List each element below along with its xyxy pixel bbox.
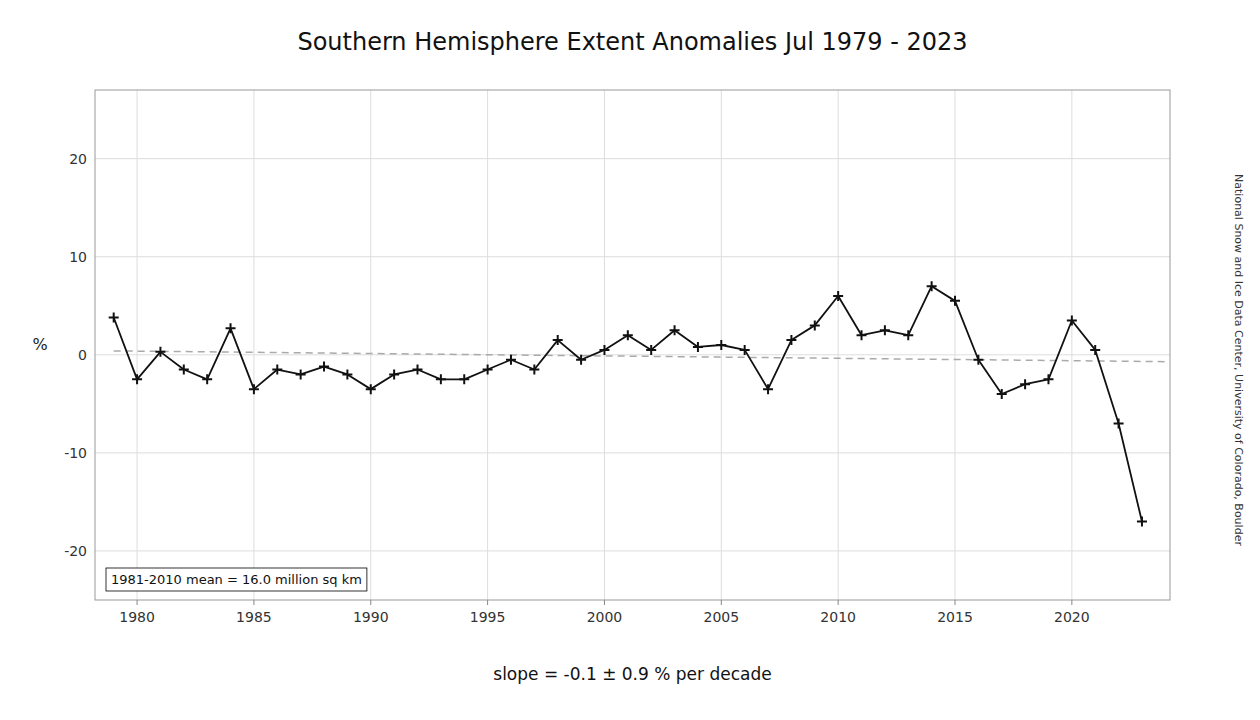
point-marker (810, 320, 820, 330)
x-tick-label: 1985 (236, 609, 272, 625)
point-marker (670, 325, 680, 335)
x-grid-line (487, 90, 488, 600)
point-marker (529, 365, 539, 375)
mean-text: 1981-2010 mean = 16.0 million sq km (111, 572, 362, 587)
axes: -20 -10 0 10 20 1980 1985 1990 1995 2000 2005 2010 2… (64, 151, 1090, 625)
point-marker (857, 330, 867, 340)
y-tick-label: -10 (64, 445, 87, 461)
anomaly-line (114, 286, 1142, 521)
mean-annotation: 1981-2010 mean = 16.0 million sq km (106, 568, 367, 591)
point-marker (950, 296, 960, 306)
point-marker (366, 384, 376, 394)
point-marker (1043, 374, 1053, 384)
point-marker (833, 291, 843, 301)
side-label: National Snow and Ice Data Center, Unive… (1232, 174, 1245, 546)
x-grid-line (955, 90, 956, 600)
point-marker (997, 389, 1007, 399)
x-grid-line (838, 90, 839, 600)
point-marker (763, 384, 773, 394)
y-grid-line (95, 452, 1170, 453)
point-marker (716, 340, 726, 350)
point-marker (1137, 517, 1147, 527)
trend-line (114, 351, 1166, 362)
y-tick-label: -20 (64, 543, 87, 559)
point-marker (109, 313, 119, 323)
x-tick (604, 600, 605, 605)
point-marker (179, 365, 189, 375)
grid (95, 90, 1170, 600)
x-tick-label: 2005 (703, 609, 739, 625)
y-grid-line (95, 158, 1170, 159)
x-tick-label: 2020 (1054, 609, 1090, 625)
point-marker (459, 374, 469, 384)
point-marker (576, 355, 586, 365)
point-marker (1114, 418, 1124, 428)
y-grid-line (95, 550, 1170, 551)
x-tick (370, 600, 371, 605)
point-marker (342, 369, 352, 379)
point-marker (973, 355, 983, 365)
y-tick-label: 10 (69, 249, 87, 265)
point-marker (413, 365, 423, 375)
point-marker (693, 342, 703, 352)
x-tick-label: 1980 (119, 609, 155, 625)
point-marker (436, 374, 446, 384)
x-tick (487, 600, 488, 605)
x-grid-line (253, 90, 254, 600)
point-marker (506, 355, 516, 365)
x-tick-label: 2010 (820, 609, 856, 625)
plot-frame (95, 90, 1170, 600)
x-tick (1071, 600, 1072, 605)
point-marker (786, 335, 796, 345)
y-tick-label: 0 (78, 347, 87, 363)
slope-text: slope = -0.1 ± 0.9 % per decade (493, 664, 771, 684)
x-tick (721, 600, 722, 605)
point-marker (1090, 345, 1100, 355)
x-tick-label: 1995 (470, 609, 506, 625)
x-tick (253, 600, 254, 605)
point-marker (927, 281, 937, 291)
point-marker (740, 345, 750, 355)
x-tick (838, 600, 839, 605)
x-grid-line (137, 90, 138, 600)
point-marker (202, 374, 212, 384)
y-tick-label: 20 (69, 151, 87, 167)
mean-box (106, 568, 367, 591)
point-marker (483, 365, 493, 375)
data (109, 281, 1166, 526)
point-marker (155, 347, 165, 357)
y-grid-line (95, 256, 1170, 257)
point-marker (249, 384, 259, 394)
point-marker (646, 345, 656, 355)
x-tick (137, 600, 138, 605)
point-marker (1020, 379, 1030, 389)
y-axis-label: % (32, 335, 47, 354)
point-marker (272, 365, 282, 375)
point-marker (903, 330, 913, 340)
x-grid-line (370, 90, 371, 600)
point-marker (389, 369, 399, 379)
point-marker (880, 325, 890, 335)
x-tick-label: 2000 (587, 609, 623, 625)
point-marker (599, 345, 609, 355)
point-marker (226, 323, 236, 333)
chart: -20 -10 0 10 20 1980 1985 1990 1995 2000 2005 2010 2… (0, 0, 1260, 720)
title: Southern Hemisphere Extent Anomalies Jul… (297, 28, 967, 56)
point-marker (623, 330, 633, 340)
y-grid-line (95, 354, 1170, 355)
point-marker (319, 362, 329, 372)
point-marker (553, 335, 563, 345)
x-tick-label: 1990 (353, 609, 389, 625)
x-tick-label: 2015 (937, 609, 973, 625)
x-tick (955, 600, 956, 605)
x-grid-line (1071, 90, 1072, 600)
point-marker (1067, 315, 1077, 325)
point-marker (132, 374, 142, 384)
point-marker (296, 369, 306, 379)
